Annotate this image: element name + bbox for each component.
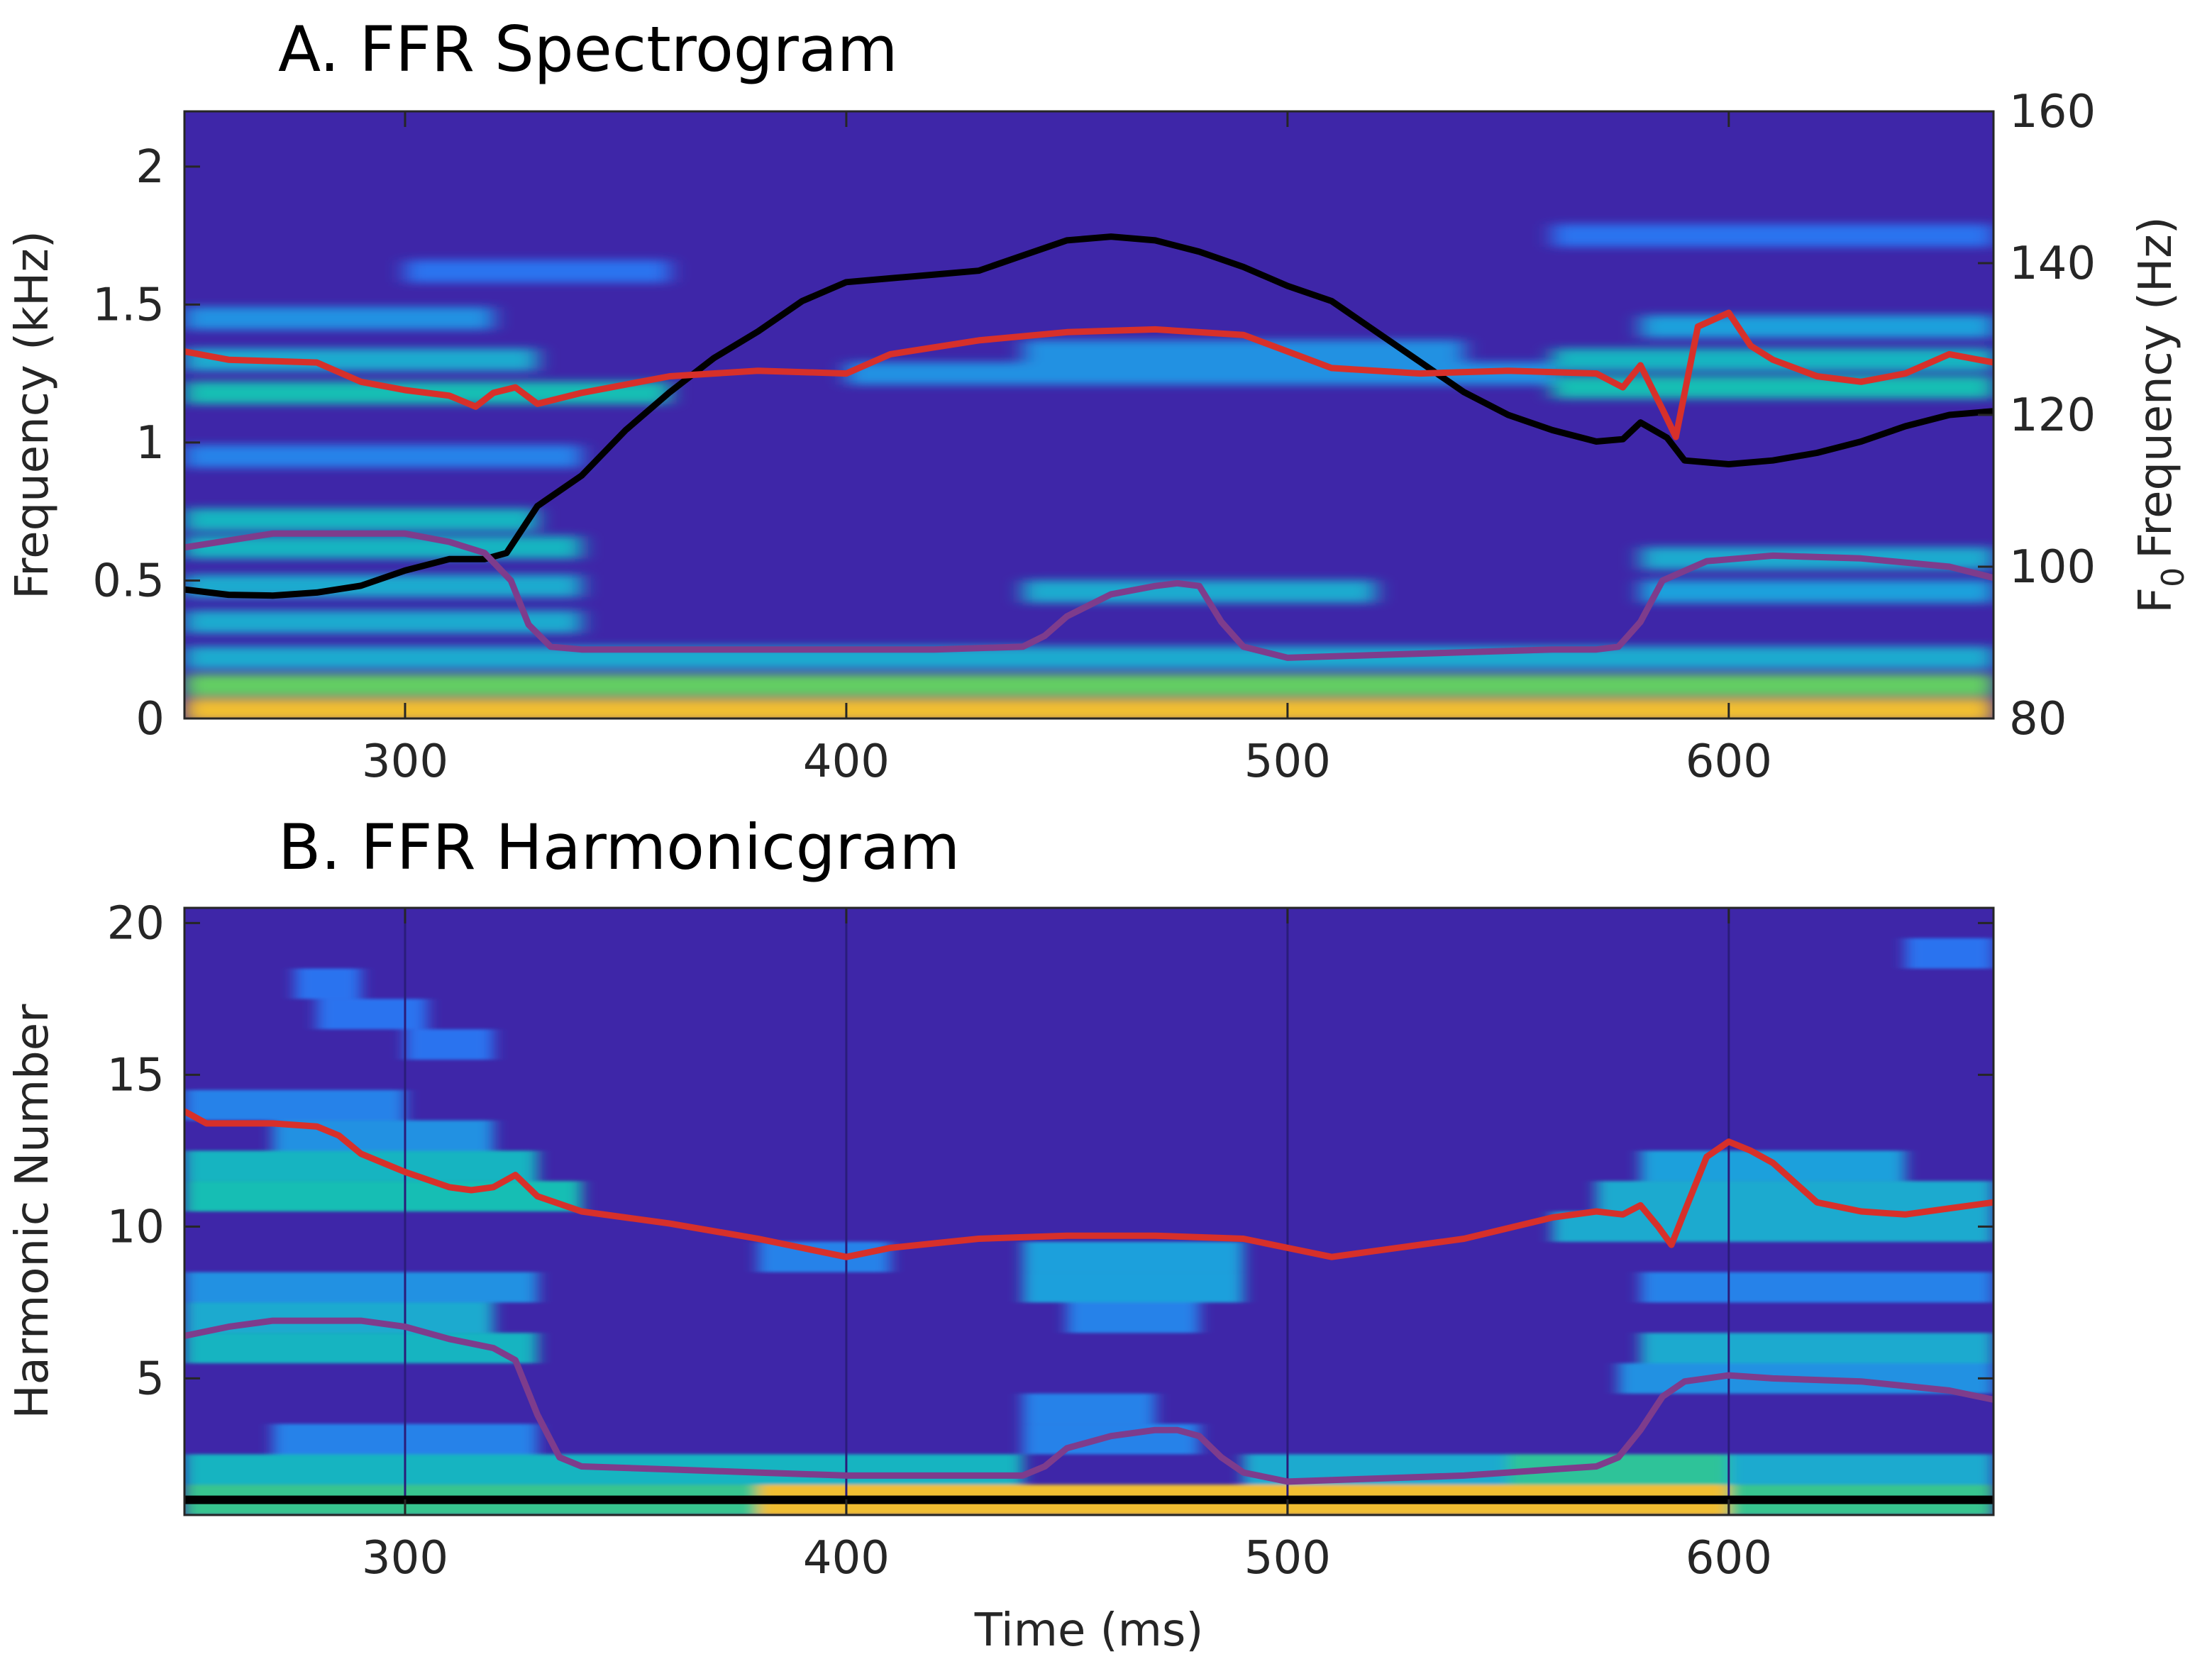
energy-band: [184, 445, 582, 468]
x-tick-label: 300: [362, 1532, 448, 1585]
harmonic-cell: [1640, 1333, 1993, 1363]
panel-spectrogram: A. FFR Spectrogram 300 400 500 600 0 0.5 1 1.5…: [6, 13, 2191, 788]
y2-axis-label-a: F0 Frequency (Hz): [2130, 216, 2191, 613]
contour-line-1: [184, 309, 1993, 440]
y-tick-label: 1.5: [92, 279, 165, 331]
y2-label-main: Frequency (Hz): [2130, 216, 2182, 559]
y2-tick-label: 120: [2009, 389, 2096, 442]
harmonic-cell: [184, 1089, 405, 1121]
y-tick-label: 15: [107, 1049, 165, 1101]
y-tick-label: 20: [107, 897, 165, 950]
y2-tick-label: 160: [2009, 86, 2096, 138]
harmonic-cell: [184, 1272, 538, 1303]
energy-band: [184, 610, 582, 633]
harmonic-cell: [184, 1181, 582, 1211]
x-tick-label: 500: [1244, 1532, 1331, 1585]
harmonic-cell: [1022, 1393, 1156, 1424]
x-tick-label: 600: [1686, 1532, 1772, 1585]
harmonicgram-x-axis: 300 400 500 600: [362, 908, 1772, 1585]
y-axis-label-b: Harmonic Number: [6, 1004, 59, 1419]
panel-harmonicgram: B. FFR Harmonicgram 300 400 500 600 5 10 15 20…: [6, 811, 1995, 1657]
harmonic-cell: [1066, 1302, 1200, 1333]
harmonic-cell: [1640, 1272, 1993, 1303]
x-tick-label: 400: [803, 1532, 890, 1585]
energy-band: [184, 306, 494, 330]
contour-line-1: [184, 1317, 1993, 1485]
harmonic-cell: [1905, 938, 1993, 969]
y2-tick-label: 100: [2009, 541, 2096, 594]
x-axis-label-b: Time (ms): [974, 1604, 1204, 1657]
x-tick-label: 500: [1244, 736, 1331, 788]
energy-band: [184, 674, 1993, 697]
chart-title-a: A. FFR Spectrogram: [278, 13, 897, 86]
harmonic-cell: [758, 1241, 891, 1272]
harmonicgram-contours: [184, 1108, 1993, 1504]
harmonicgram-y-axis: 5 10 15 20: [107, 897, 1993, 1405]
y2-label-subscript: 0: [2155, 567, 2191, 587]
y-tick-label: 0.5: [92, 555, 165, 607]
energy-band: [1552, 224, 1993, 248]
x-tick-label: 400: [803, 736, 890, 788]
y2-label-prefix: F: [2130, 587, 2182, 614]
harmonic-cell: [1022, 1241, 1244, 1272]
energy-band: [184, 508, 538, 531]
spectrogram-y-axis: 0 0.5 1 1.5 2: [92, 141, 200, 745]
spectrogram-energy-bands: [184, 224, 1993, 718]
energy-band: [1640, 580, 1993, 604]
contour-line-0: [184, 1108, 1993, 1260]
harmonic-cell: [294, 968, 361, 999]
x-tick-label: 300: [362, 736, 448, 788]
spectrogram-x-axis: 300 400 500 600: [362, 111, 1772, 788]
harmonic-cell: [1022, 1272, 1244, 1303]
harmonicgram-xgrid: [404, 908, 1730, 1515]
harmonic-cell: [404, 1029, 494, 1060]
y-tick-label: 5: [136, 1353, 165, 1405]
spectrogram-y2-axis: 80 100 120 140 160: [1978, 86, 2096, 745]
spectrogram-contours: [184, 233, 1993, 661]
y-tick-label: 2: [136, 141, 165, 194]
chart-title-b: B. FFR Harmonicgram: [278, 811, 960, 884]
y-tick-label: 10: [107, 1201, 165, 1253]
harmonic-cell: [316, 999, 428, 1030]
y-tick-label: 0: [136, 693, 165, 745]
y2-tick-label: 140: [2009, 238, 2096, 290]
energy-band: [404, 260, 670, 283]
y-axis-label-a: Frequency (kHz): [6, 231, 59, 599]
contour-line-2: [184, 530, 1993, 661]
harmonicgram-frame: [183, 906, 1995, 1516]
y-tick-label: 1: [136, 417, 165, 470]
x-tick-label: 600: [1686, 736, 1772, 788]
energy-band: [184, 699, 1993, 718]
energy-band: [184, 646, 1993, 670]
y2-tick-label: 80: [2009, 693, 2067, 745]
